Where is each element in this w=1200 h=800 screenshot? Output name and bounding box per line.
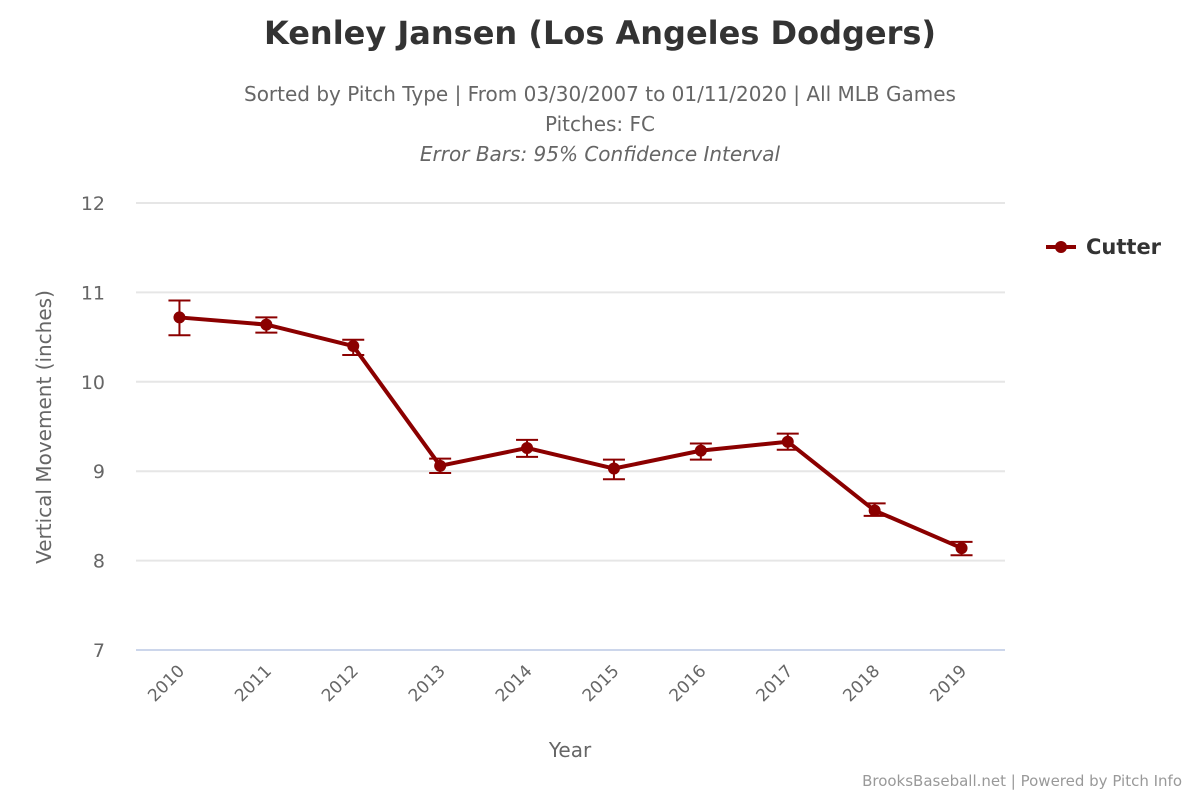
- data-points: [173, 311, 968, 555]
- y-tick-label: 8: [93, 551, 105, 573]
- chart-title: Kenley Jansen (Los Angeles Dodgers): [263, 14, 937, 52]
- data-point: [347, 340, 360, 353]
- legend-line-marker-icon: [1044, 234, 1078, 260]
- y-tick-label: 9: [93, 461, 105, 483]
- data-point: [607, 462, 620, 475]
- x-tick-label: 2015: [579, 661, 624, 706]
- data-point: [781, 435, 794, 448]
- x-axis-label: Year: [548, 738, 592, 762]
- y-tick-label: 7: [93, 640, 105, 662]
- data-point: [173, 311, 186, 324]
- y-axis-label: Vertical Movement (inches): [32, 290, 56, 564]
- data-point: [694, 444, 707, 457]
- y-tick-label: 12: [81, 193, 105, 215]
- x-tick-label: 2017: [753, 661, 798, 706]
- data-point: [521, 441, 534, 454]
- chart-subtitle-filters: Sorted by Pitch Type | From 03/30/2007 t…: [244, 82, 956, 106]
- x-tick-label: 2018: [839, 661, 884, 706]
- credits-link[interactable]: BrooksBaseball.net | Powered by Pitch In…: [862, 772, 1182, 790]
- x-tick-label: 2012: [318, 661, 363, 706]
- data-point: [434, 459, 447, 472]
- legend-item-cutter[interactable]: Cutter: [1044, 234, 1161, 260]
- x-axis-ticks: 2010 2011 2012 2013 2014 2015 2016 2017 2018 2019: [144, 661, 971, 706]
- legend-label: Cutter: [1086, 235, 1162, 259]
- series-line-cutter: [179, 315, 963, 550]
- error-bars: [168, 299, 973, 557]
- chart-subtitle-error-bars: Error Bars: 95% Confidence Interval: [419, 142, 781, 166]
- x-tick-label: 2016: [666, 661, 711, 706]
- grid-lines: [136, 202, 1005, 651]
- y-tick-label: 11: [81, 282, 105, 304]
- series-lines: [179, 315, 963, 550]
- x-tick-label: 2014: [492, 661, 537, 706]
- x-tick-label: 2019: [926, 661, 971, 706]
- x-tick-label: 2011: [231, 661, 276, 706]
- x-tick-label: 2010: [144, 661, 189, 706]
- data-point: [260, 318, 273, 331]
- x-tick-label: 2013: [405, 661, 450, 706]
- y-tick-label: 10: [81, 372, 105, 394]
- data-point: [955, 542, 968, 555]
- data-point: [868, 504, 881, 517]
- chart-subtitle-pitches: Pitches: FC: [545, 112, 655, 136]
- y-axis-ticks: 7 8 9 10 11 12: [81, 193, 105, 662]
